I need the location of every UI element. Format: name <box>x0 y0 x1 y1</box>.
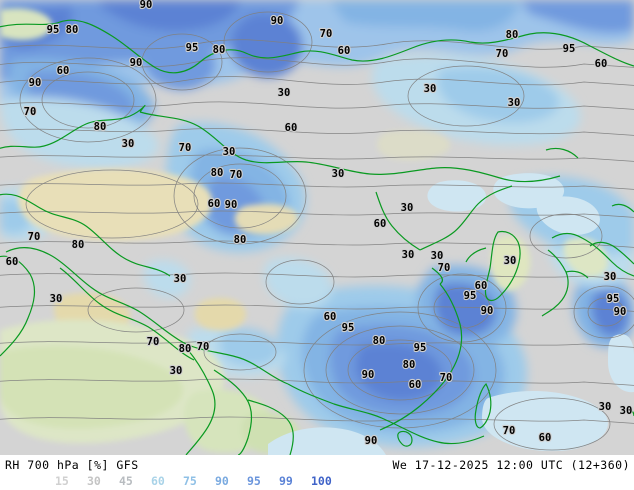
contour-label: 30 <box>174 273 187 285</box>
legend-tick-95: 95 <box>247 474 261 488</box>
contour-label: 30 <box>223 146 236 158</box>
contour-label: 60 <box>338 45 351 57</box>
contour-label: 80 <box>234 234 247 246</box>
contour-label: 90 <box>29 77 42 89</box>
legend-tick-90: 90 <box>215 474 229 488</box>
contour-label: 30 <box>431 250 444 262</box>
contour-label: 70 <box>197 341 210 353</box>
legend-tick-15: 15 <box>55 474 69 488</box>
contour-label: 70 <box>28 231 41 243</box>
contour-label: 95 <box>464 290 477 302</box>
contour-label: 70 <box>440 372 453 384</box>
contour-label: 30 <box>122 138 135 150</box>
contour-label: 60 <box>324 311 337 323</box>
contour-label: 80 <box>179 343 192 355</box>
contour-label: 80 <box>213 44 226 56</box>
contour-label: 60 <box>475 280 488 292</box>
contour-label: 80 <box>373 335 386 347</box>
sea-layer <box>268 173 634 455</box>
contour-label: 30 <box>50 293 63 305</box>
contour-lines <box>0 11 634 451</box>
legend-tick-30: 30 <box>87 474 101 488</box>
contour-label: 60 <box>539 432 552 444</box>
color-legend: 15 30 45 60 75 90 95 99 100 <box>55 474 355 488</box>
contour-label: 70 <box>438 262 451 274</box>
product-title: RH 700 hPa [%] GFS <box>5 458 139 472</box>
legend-tick-45: 45 <box>119 474 133 488</box>
legend-tick-99: 99 <box>279 474 293 488</box>
contour-label: 70 <box>496 48 509 60</box>
contour-label: 30 <box>604 271 617 283</box>
contour-label: 30 <box>504 255 517 267</box>
contour-label: 30 <box>401 202 414 214</box>
legend-tick-100: 100 <box>311 474 332 488</box>
contour-label: 90 <box>271 15 284 27</box>
contour-label: 90 <box>225 199 238 211</box>
contour-label: 90 <box>365 435 378 447</box>
contour-label: 60 <box>208 198 221 210</box>
contour-label: 70 <box>503 425 516 437</box>
contour-label: 30 <box>402 249 415 261</box>
contour-label: 30 <box>424 83 437 95</box>
contour-label: 80 <box>403 359 416 371</box>
contour-label: 70 <box>320 28 333 40</box>
contour-label: 95 <box>607 293 620 305</box>
contour-label: 80 <box>66 24 79 36</box>
contour-label: 90 <box>481 305 494 317</box>
contour-label: 60 <box>285 122 298 134</box>
contour-label: 80 <box>72 239 85 251</box>
contour-label: 70 <box>147 336 160 348</box>
contour-label: 95 <box>342 322 355 334</box>
contour-label: 95 <box>47 24 60 36</box>
contour-label: 90 <box>362 369 375 381</box>
contour-label: 30 <box>170 365 183 377</box>
contour-label: 90 <box>140 0 153 11</box>
contour-label: 60 <box>595 58 608 70</box>
contour-label: 30 <box>620 405 633 417</box>
contour-label: 90 <box>614 306 627 318</box>
contour-label: 90 <box>130 57 143 69</box>
footer-bar: RH 700 hPa [%] GFS We 17-12-2025 12:00 U… <box>0 455 634 490</box>
legend-tick-75: 75 <box>183 474 197 488</box>
valid-time-label: We 17-12-2025 12:00 UTC (12+360) <box>392 458 630 472</box>
contour-label: 60 <box>409 379 422 391</box>
contour-label: 30 <box>599 401 612 413</box>
contour-label: 70 <box>179 142 192 154</box>
contour-label: 70 <box>230 169 243 181</box>
contour-label: 80 <box>506 29 519 41</box>
contour-label: 60 <box>57 65 70 77</box>
legend-tick-60: 60 <box>151 474 165 488</box>
contour-label: 95 <box>186 42 199 54</box>
map-canvas[interactable]: 90 95 80 90 95 80 70 60 80 70 60 90 70 80 30 70 60 95 60 90… <box>0 0 634 455</box>
contour-label: 70 <box>24 106 37 118</box>
contour-label: 95 <box>563 43 576 55</box>
contour-label: 30 <box>508 97 521 109</box>
country-borders <box>0 19 634 455</box>
contour-label: 30 <box>278 87 291 99</box>
contour-label: 95 <box>414 342 427 354</box>
contour-label: 60 <box>374 218 387 230</box>
contour-label: 30 <box>332 168 345 180</box>
contour-label: 60 <box>6 256 19 268</box>
contour-label: 80 <box>94 121 107 133</box>
contour-label: 80 <box>211 167 224 179</box>
